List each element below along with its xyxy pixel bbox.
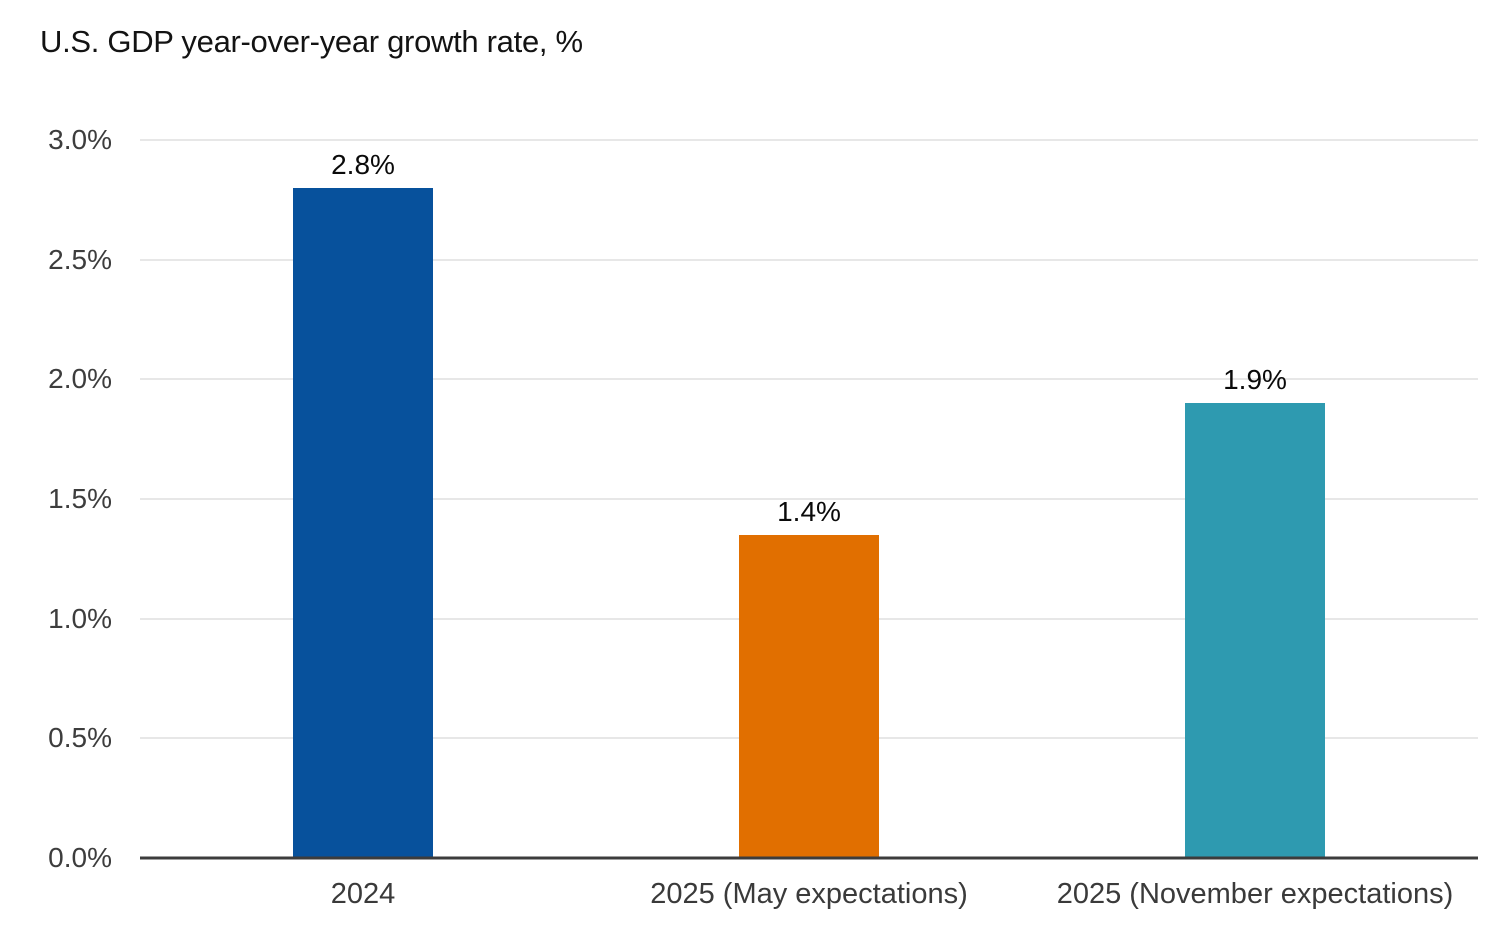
- x-axis-line: [140, 856, 1478, 860]
- gridline: [140, 498, 1478, 500]
- y-tick-label: 1.0%: [48, 602, 112, 634]
- chart-title: U.S. GDP year-over-year growth rate, %: [40, 24, 583, 59]
- gridline: [140, 139, 1478, 141]
- plot-area: 0.0% 0.5% 1.0% 1.5% 2.0% 2.5% 3.0% 2.8% 2024 1.4%…: [48, 124, 1478, 910]
- x-category-label: 2025 (May expectations): [650, 878, 968, 910]
- gridline: [140, 258, 1478, 261]
- bar-value-label: 1.9%: [1223, 364, 1287, 396]
- x-category-label: 2025 (November expectations): [1056, 878, 1454, 910]
- y-tick-label: 1.5%: [48, 483, 112, 514]
- y-tick-label: 2.5%: [48, 243, 112, 275]
- bar-value-label: 1.4%: [777, 495, 841, 527]
- gridline: [140, 378, 1478, 381]
- y-tick-label: 0.5%: [48, 722, 112, 754]
- bar-value-label: 2.8%: [331, 148, 395, 180]
- x-category-label: 2024: [330, 878, 396, 910]
- bar-2025-november-expectations: [1185, 403, 1325, 858]
- bar-2025-may-expectations: [739, 534, 879, 858]
- bar-2024: [293, 187, 433, 858]
- y-tick-label: 2.0%: [48, 363, 112, 395]
- y-tick-label: 0.0%: [48, 842, 112, 873]
- y-tick-label: 3.0%: [48, 124, 112, 155]
